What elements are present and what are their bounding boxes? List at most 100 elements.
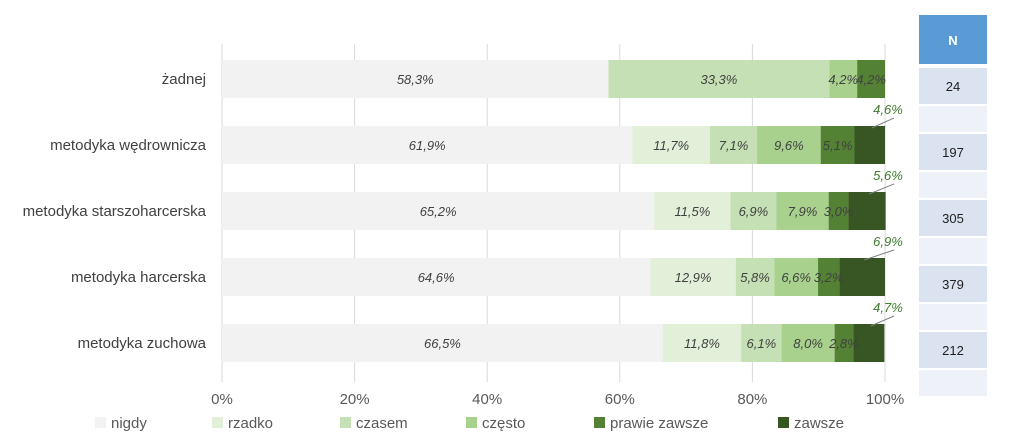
n-table-spacer bbox=[919, 172, 987, 198]
legend-swatch-czesto bbox=[466, 417, 477, 428]
data-label: 3,0% bbox=[824, 204, 854, 219]
n-table-spacer bbox=[919, 304, 987, 330]
n-table-header: N bbox=[948, 33, 957, 48]
leader-line bbox=[870, 315, 895, 327]
bar-segment-czasem bbox=[608, 60, 830, 98]
legend-label: rzadko bbox=[228, 415, 273, 432]
n-table-cell bbox=[919, 134, 987, 170]
bar-segment-rzadko bbox=[632, 126, 710, 164]
bar-segment-prawie-zawsze bbox=[820, 126, 855, 164]
data-label: 66,5% bbox=[424, 336, 461, 351]
n-table-value: 379 bbox=[942, 277, 964, 292]
x-axis-ticks: 0% 20% 40% 60% 80% 100% bbox=[211, 391, 904, 408]
data-label: 12,9% bbox=[675, 270, 712, 285]
legend-swatch-czasem bbox=[340, 417, 351, 428]
x-tick-label: 40% bbox=[472, 391, 502, 408]
bar-segment-czesto bbox=[781, 324, 835, 362]
data-label: 4,7% bbox=[873, 300, 903, 315]
category-label: żadnej bbox=[162, 71, 206, 88]
bar-segment-zawsze bbox=[839, 258, 885, 296]
data-label: 11,7% bbox=[653, 138, 689, 153]
x-tick-label: 0% bbox=[211, 391, 233, 408]
legend-label: często bbox=[482, 415, 525, 432]
bar-segment-nigdy bbox=[222, 192, 655, 230]
category-label: metodyka zuchowa bbox=[78, 335, 207, 352]
category-label: metodyka starszoharcerska bbox=[23, 203, 207, 220]
legend-label: nigdy bbox=[111, 415, 147, 432]
data-label: 6,9% bbox=[739, 204, 769, 219]
data-label: 4,6% bbox=[873, 102, 903, 117]
leader-line bbox=[868, 183, 895, 195]
category-labels: żadnej metodyka wędrownicza metodyka stars… bbox=[23, 71, 207, 352]
data-label: 64,6% bbox=[418, 270, 455, 285]
category-label: metodyka harcerska bbox=[71, 269, 207, 286]
n-table-cell bbox=[919, 332, 987, 368]
segment-labels: 58,3% 33,3% 4,2%4,2% 61,9% 11,7% 7,1% 9,6% 5,1%… bbox=[397, 72, 903, 351]
data-label: 5,6% bbox=[873, 168, 903, 183]
data-label: 2,8% bbox=[828, 336, 859, 351]
n-table-cell bbox=[919, 200, 987, 236]
data-label: 9,6% bbox=[774, 138, 804, 153]
bar-segment-czasem bbox=[741, 324, 782, 362]
legend-label: prawie zawsze bbox=[610, 415, 708, 432]
leader-line bbox=[863, 249, 895, 261]
bar-segment-nigdy bbox=[222, 324, 663, 362]
data-label: 11,5% bbox=[674, 204, 710, 219]
bar-segment-czasem bbox=[730, 192, 777, 230]
data-label: 3,2% bbox=[814, 270, 844, 285]
legend-swatch-prawie-zawsze bbox=[594, 417, 605, 428]
legend: nigdy rzadko czasem często prawie zawsze zaws… bbox=[95, 415, 844, 432]
data-label: 65,2% bbox=[420, 204, 457, 219]
leader-line bbox=[871, 117, 895, 129]
bar-segment-nigdy bbox=[222, 258, 651, 296]
x-tick-label: 20% bbox=[340, 391, 370, 408]
data-label: 4,2% bbox=[828, 72, 858, 87]
bars bbox=[222, 60, 886, 362]
data-label: 11,8% bbox=[684, 336, 720, 351]
n-table-header-cell bbox=[919, 15, 987, 64]
legend-swatch-zawsze bbox=[778, 417, 789, 428]
legend-swatch-nigdy bbox=[95, 417, 106, 428]
bar-segment-czesto bbox=[774, 258, 819, 296]
n-table-value: 305 bbox=[942, 211, 964, 226]
n-table-spacer bbox=[919, 370, 987, 396]
x-tick-label: 60% bbox=[605, 391, 635, 408]
n-table-cell bbox=[919, 68, 987, 104]
bar-segment-nigdy bbox=[222, 60, 609, 98]
data-label: 5,8% bbox=[740, 270, 770, 285]
bar-segment-prawie-zawsze bbox=[828, 192, 849, 230]
data-label: 6,9% bbox=[873, 234, 903, 249]
bar-segment-nigdy bbox=[222, 126, 633, 164]
data-label: 4,2% bbox=[856, 72, 886, 87]
bar-segment-prawie-zawsze bbox=[818, 258, 840, 296]
data-label: 58,3% bbox=[397, 72, 434, 87]
data-label: 33,3% bbox=[700, 72, 737, 87]
x-tick-label: 80% bbox=[737, 391, 767, 408]
n-table-value: 212 bbox=[942, 343, 964, 358]
bar-segment-prawie-zawsze bbox=[857, 60, 885, 98]
n-table-value: 24 bbox=[946, 79, 960, 94]
data-label: 6,6% bbox=[781, 270, 811, 285]
legend-label: zawsze bbox=[794, 415, 844, 432]
legend-swatch-rzadko bbox=[212, 417, 223, 428]
data-label: 7,1% bbox=[719, 138, 749, 153]
category-label: metodyka wędrownicza bbox=[50, 137, 207, 154]
n-table: N 24 197 305 379 212 bbox=[919, 15, 987, 396]
bar-segment-rzadko bbox=[654, 192, 731, 230]
data-label: 8,0% bbox=[793, 336, 823, 351]
n-table-spacer bbox=[919, 238, 987, 264]
data-label: 6,1% bbox=[747, 336, 777, 351]
data-label: 5,1% bbox=[823, 138, 853, 153]
bar-segment-rzadko bbox=[662, 324, 742, 362]
bar-segment-czesto bbox=[776, 192, 829, 230]
bar-segment-prawie-zawsze bbox=[834, 324, 854, 362]
x-tick-label: 100% bbox=[866, 391, 904, 408]
bar-segment-zawsze bbox=[853, 324, 885, 362]
bar-segment-zawsze bbox=[854, 126, 885, 164]
bar-segment-czesto bbox=[829, 60, 858, 98]
data-label: 61,9% bbox=[409, 138, 446, 153]
bar-segment-rzadko bbox=[650, 258, 736, 296]
bar-segment-czasem bbox=[735, 258, 775, 296]
bar-segment-zawsze bbox=[848, 192, 886, 230]
